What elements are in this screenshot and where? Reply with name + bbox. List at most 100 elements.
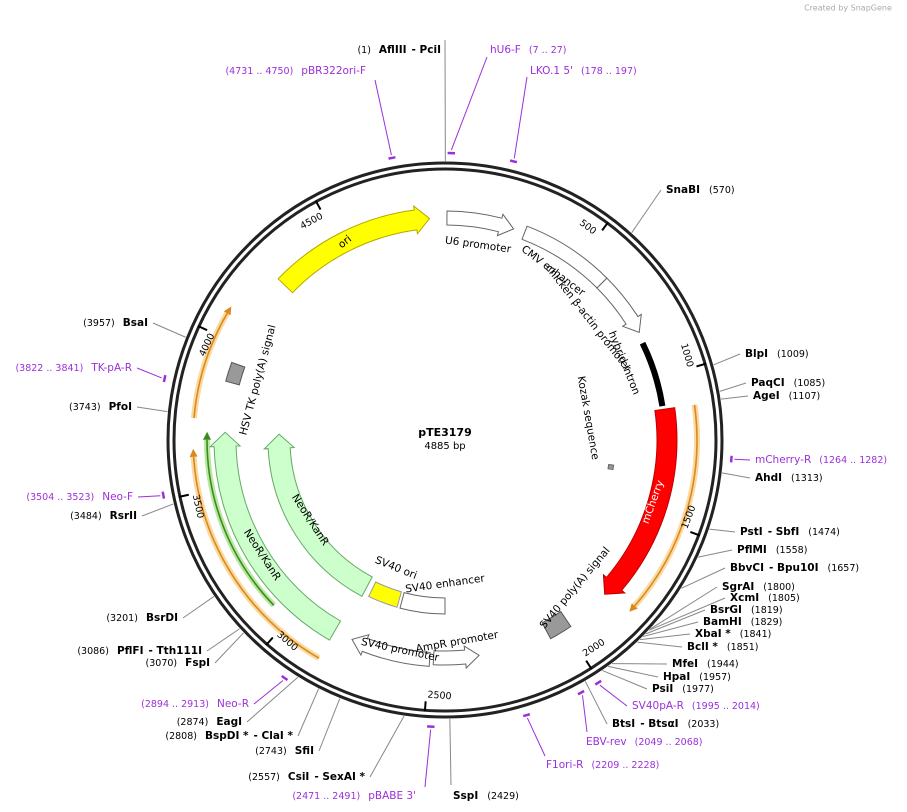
name-label: (7 .. 27): [529, 45, 567, 56]
enzyme-leader: [642, 621, 699, 638]
position-label: (1107): [789, 391, 821, 402]
name-label: BsrGI: [710, 604, 742, 616]
position-label: (1944): [707, 659, 739, 670]
site-label-right: PstI - SbfI (1474): [740, 526, 840, 538]
position-label: (1313): [791, 473, 823, 484]
site-label-right: MfeI (1944): [672, 658, 739, 670]
enzyme-leader: [246, 676, 299, 723]
enzyme-leader: [449, 718, 452, 786]
name-label: Neo-R: [217, 698, 249, 710]
site-label-left: (2808) BspDI * - ClaI *: [165, 730, 293, 742]
position-label: (3957): [83, 318, 115, 329]
ruler-tick: [585, 660, 593, 670]
site-label-left: (3957) BsaI: [83, 317, 148, 329]
site-label-left: (2557) CsiI - SexAI *: [248, 771, 365, 783]
enzyme-leader: [631, 189, 662, 233]
name-label: (3822 .. 3841): [15, 363, 83, 374]
enzyme-leader: [721, 472, 751, 479]
highlight-head: [223, 306, 232, 316]
site-label-right: SgrAI (1800): [722, 581, 795, 593]
feature-label: U6 promoter: [444, 234, 512, 255]
enzyme-leader: [709, 528, 736, 533]
position-label: (2429): [487, 791, 519, 802]
name-label: BsrDI: [146, 612, 178, 624]
name-label: SV40pA-R: [632, 700, 684, 712]
feature: [446, 210, 515, 237]
site-label-right: AhdI (1313): [755, 472, 823, 484]
ruler-tick: [314, 200, 322, 210]
ruler-tick: [689, 530, 701, 537]
enzyme-leader: [649, 586, 718, 630]
name-label: (178 .. 197): [581, 66, 637, 77]
site-label-left: (3484) RsrII: [70, 510, 137, 522]
ruler-tick: [265, 636, 274, 646]
site-label-left: (3086) PflFI - Tth111I: [77, 645, 202, 657]
highlight-line: [193, 312, 228, 419]
position-label: (1957): [699, 672, 731, 683]
name-label: PflMI: [737, 544, 767, 556]
features: [189, 204, 700, 670]
feature: [225, 361, 246, 386]
position-label: (1085): [794, 378, 826, 389]
name-label: (3504 .. 3523): [26, 492, 94, 503]
position-label: (3484): [70, 511, 102, 522]
name-label: PflFI: [117, 645, 144, 657]
name-label: AhdI: [755, 472, 782, 484]
name-label: - Bpu10I: [769, 562, 819, 574]
primer-leader: [513, 76, 528, 159]
enzyme-leader: [182, 596, 215, 619]
site-label-left: (4731 .. 4750) pBR322ori-F: [225, 65, 366, 77]
primer-site: [522, 713, 531, 718]
feature: [277, 204, 431, 294]
ruler-tick: [178, 493, 189, 498]
ruler-label: 3000: [274, 629, 299, 653]
plasmid-length: 4885 bp: [424, 441, 465, 452]
name-label: - Tth111I: [149, 645, 203, 657]
enzyme-leader: [318, 698, 341, 752]
site-label-left: (3822 .. 3841) TK-pA-R: [15, 362, 132, 374]
highlight-head: [629, 603, 638, 612]
site-label-right: BsrGI (1819): [710, 604, 783, 616]
position-label: (2808): [165, 731, 197, 742]
name-label: HpaI: [663, 671, 690, 683]
name-label: (2049 .. 2068): [635, 737, 703, 748]
ruler-label: 1000: [678, 342, 695, 368]
site-label-right: BbvCI - Bpu10I (1657): [730, 562, 859, 574]
name-label: CsiI: [288, 771, 309, 783]
position-label: (3201): [106, 613, 138, 624]
site-label-left: (2471 .. 2491) pBABE 3': [292, 790, 416, 802]
name-label: (4731 .. 4750): [225, 66, 293, 77]
primer-site: [577, 689, 585, 696]
name-label: pBABE 3': [368, 790, 416, 802]
ruler-label: 2000: [581, 637, 607, 659]
name-label: FspI: [185, 657, 210, 669]
primer-leader: [253, 680, 284, 705]
name-label: - SexAI *: [314, 771, 365, 783]
feature-label: HSV TK poly(A) signal: [237, 324, 278, 437]
site-label-left: (3504 .. 3523) Neo-F: [26, 491, 133, 503]
highlight-line: [634, 404, 698, 607]
position-label: (1805): [768, 593, 800, 604]
primer-site: [161, 491, 166, 499]
name-label: AgeI: [753, 390, 780, 402]
name-label: XbaI *: [695, 628, 731, 640]
position-label: (570): [709, 185, 735, 196]
site-label-left: (2874) EagI: [177, 716, 242, 728]
site-label-right: BclI * (1851): [687, 641, 758, 653]
position-label: (1841): [740, 629, 772, 640]
name-label: PsiI: [652, 683, 673, 695]
enzyme-leader: [214, 632, 244, 664]
enzyme-leader: [645, 609, 706, 635]
ruler-tick: [197, 325, 208, 332]
name-label: (2209 .. 2228): [591, 760, 659, 771]
site-label-left: (3070) FspI: [146, 657, 210, 669]
position-label: (1657): [828, 563, 860, 574]
name-label: EagI: [216, 716, 242, 728]
name-label: - BtsαI: [640, 718, 678, 730]
feature-label: SV40 poly(A) signal: [537, 545, 612, 631]
enzyme-leader: [713, 353, 741, 366]
ruler-label: 1500: [680, 504, 699, 531]
enzyme-leader: [369, 715, 405, 778]
feature-label: hybrid intron: [606, 329, 642, 396]
